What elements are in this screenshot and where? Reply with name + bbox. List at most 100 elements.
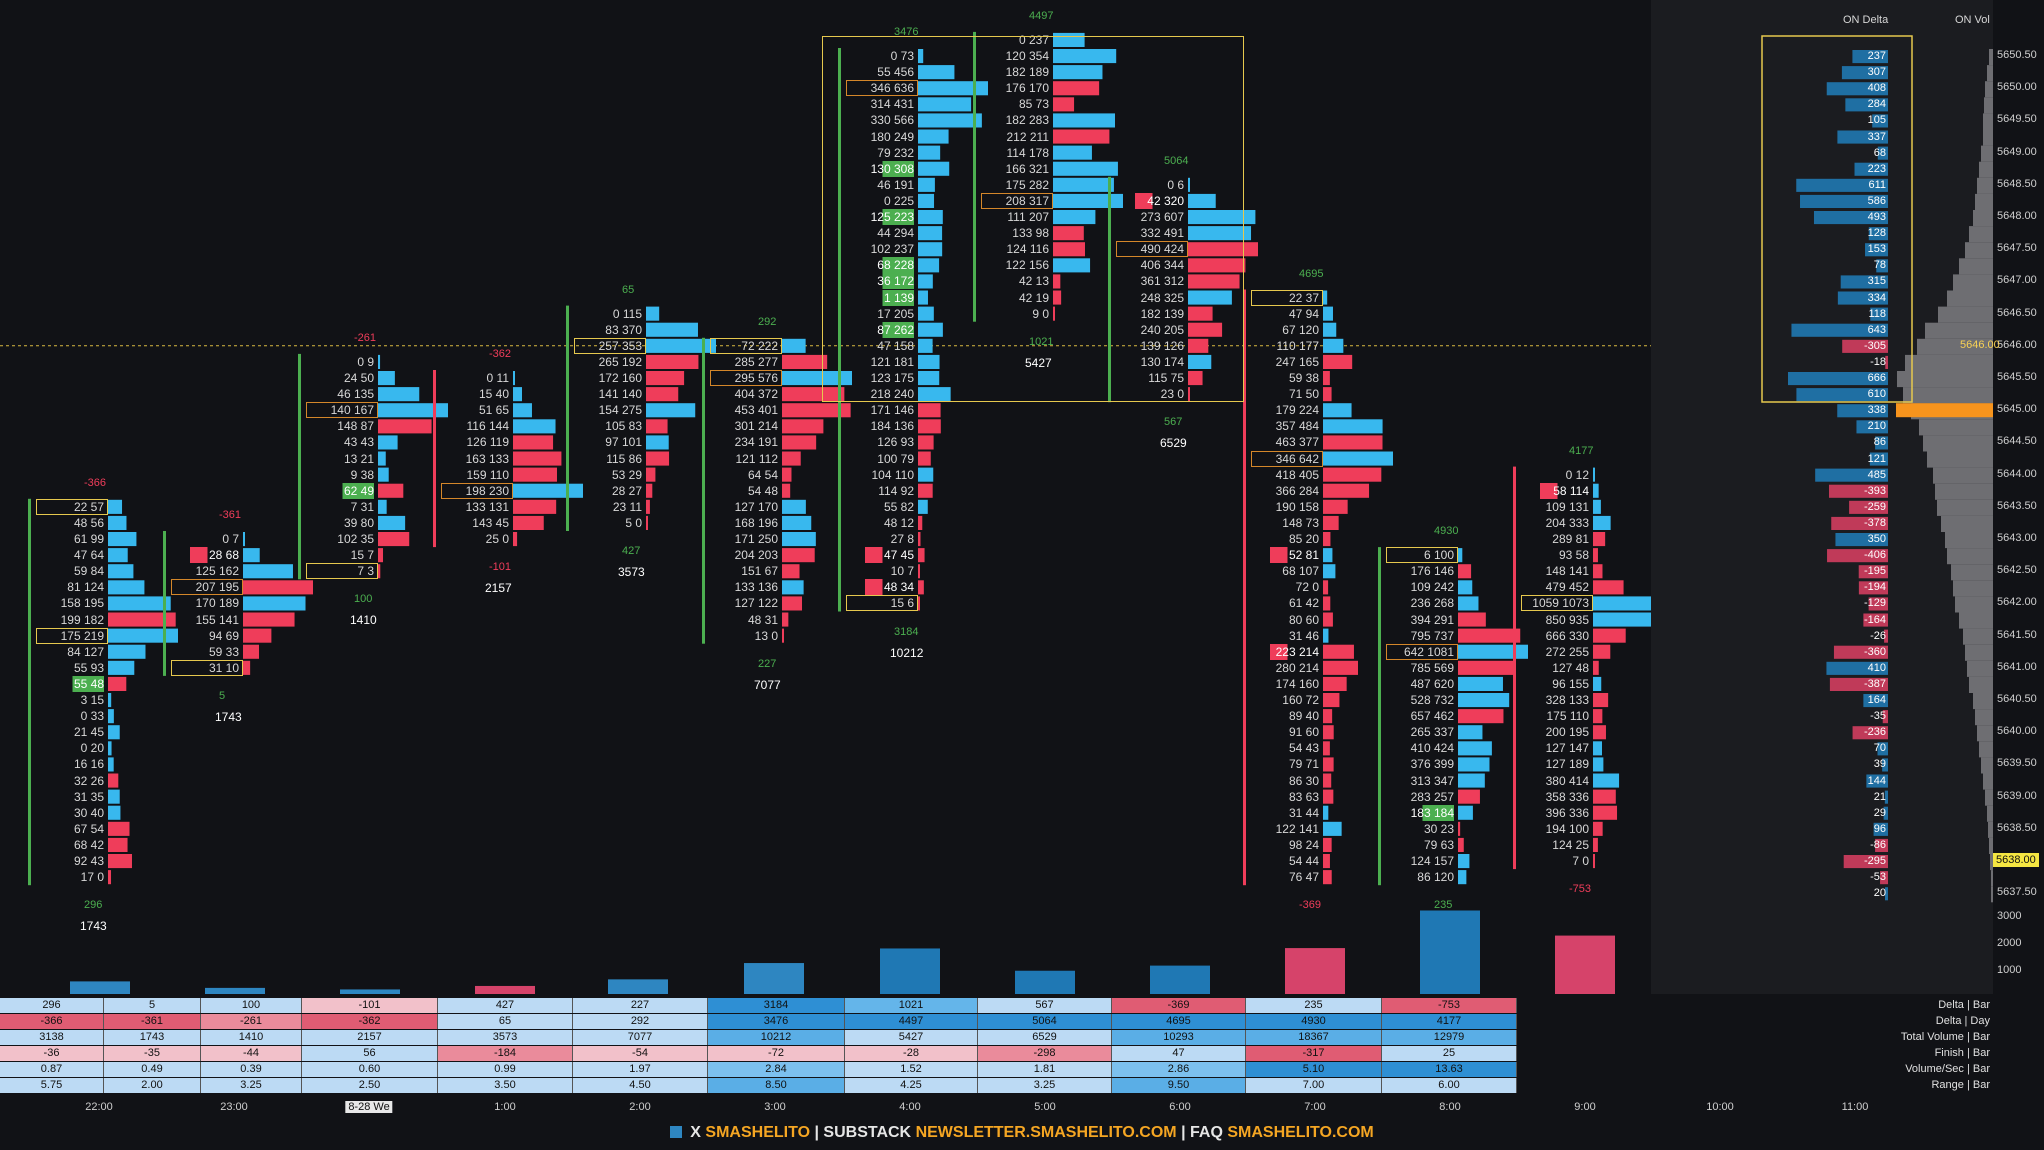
volume-profile-bar xyxy=(646,306,660,321)
on-delta-value: 666 xyxy=(1867,372,1886,384)
footprint-row: 248 325 xyxy=(1140,290,1184,305)
footprint-row: 0 6 xyxy=(1167,177,1184,192)
volume-profile-bar xyxy=(782,499,806,514)
footprint-row: 179 224 xyxy=(1275,403,1319,418)
volume-profile-bar xyxy=(918,467,934,482)
footprint-row: 17 0 xyxy=(80,870,104,885)
imbalance-box xyxy=(1521,595,1593,612)
footprint-row: 93 58 xyxy=(1558,548,1589,563)
footprint-row: 0 225 xyxy=(883,193,914,208)
stats-cell: 235 xyxy=(1246,998,1382,1013)
on-volume-bar xyxy=(1973,693,1993,710)
stats-cell: 56 xyxy=(302,1046,438,1061)
stats-cell: 25 xyxy=(1382,1046,1517,1061)
promo-footer: X SMASHELITO | SUBSTACK NEWSLETTER.SMASH… xyxy=(0,1120,2044,1150)
footprint-row: 23 11 xyxy=(612,499,642,514)
price-axis[interactable]: 5650.50 5650.00 5649.50 5649.00 5648.50 5648.… xyxy=(1960,0,2044,1020)
on-volume-bar xyxy=(1988,821,1993,838)
stats-row: -36 -35 -44 56 -184 -54 -72 -28 -298 47 -317 25 Fini… xyxy=(0,1046,2044,1061)
stats-cell: 3138 xyxy=(0,1030,104,1045)
volume-profile-bar xyxy=(1053,81,1100,96)
volume-profile-bar xyxy=(243,612,295,627)
footprint-row: 86 30 xyxy=(1288,773,1319,788)
volume-profile-bar xyxy=(1458,676,1503,691)
footprint-row: 194 100 xyxy=(1545,821,1589,836)
footprint-row: 0 12 xyxy=(1565,467,1589,482)
footprint-row: 22 37 xyxy=(1288,290,1319,305)
footprint-row: 366 284 xyxy=(1275,483,1319,498)
volume-profile-bar xyxy=(243,580,313,595)
volume-profile-bar xyxy=(1593,532,1606,547)
volume-profile-bar xyxy=(1323,709,1333,724)
footprint-row: 154 275 xyxy=(598,403,642,418)
faq-link[interactable]: SMASHELITO.COM xyxy=(1227,1124,1374,1141)
footprint-row: 0 33 xyxy=(80,709,104,724)
time-axis[interactable]: 22:00 23:00 8-28 We 1:00 2:00 3:00 4:00 5:00 6:0… xyxy=(0,1098,2044,1118)
footprint-row: 81 124 xyxy=(67,580,104,595)
stats-row-label: Delta | Bar xyxy=(1938,999,1990,1011)
volume-profile-bar xyxy=(513,387,522,402)
on-delta-bar xyxy=(1841,66,1888,80)
footprint-row: 16 16 xyxy=(73,757,104,772)
on-delta-bar xyxy=(1869,452,1888,466)
volume-profile-bar xyxy=(1323,725,1334,740)
bar-volume-column xyxy=(1555,935,1615,996)
bar-delta-bottom: 427 xyxy=(622,545,641,557)
footprint-row: 528 732 xyxy=(1410,693,1454,707)
volume-profile-bar xyxy=(1458,709,1504,724)
on-volume-bar xyxy=(1935,483,1993,500)
volume-profile-bar xyxy=(108,709,114,724)
volume-profile-bar xyxy=(646,338,716,353)
footprint-row: 176 170 xyxy=(1005,81,1049,96)
volume-profile-bar xyxy=(1593,660,1599,675)
bar-delta-bottom: -753 xyxy=(1569,883,1592,896)
on-volume-bar xyxy=(1965,644,1993,661)
footprint-row: 463 377 xyxy=(1275,435,1319,450)
volume-profile-bar xyxy=(1593,499,1601,514)
footprint-row: 396 336 xyxy=(1545,805,1589,820)
volume-profile-bar xyxy=(378,387,420,402)
on-volume-bar xyxy=(1937,499,1993,516)
on-volume-bar xyxy=(1947,548,1993,565)
volume-profile-bar xyxy=(918,81,988,96)
volume-profile-bar xyxy=(918,193,935,208)
volume-profile-bar xyxy=(108,870,112,885)
volume-profile-bar xyxy=(1323,837,1332,852)
footprint-row: 111 207 xyxy=(1007,210,1049,224)
stats-cell: 5427 xyxy=(845,1030,978,1045)
footprint-row: 346 642 xyxy=(1275,451,1319,466)
volume-profile-bar xyxy=(918,596,920,611)
volume-profile-bar xyxy=(108,854,132,869)
imbalance-box xyxy=(36,498,108,515)
on-volume-bar xyxy=(1969,676,1993,693)
on-volume-bar xyxy=(1979,161,1993,178)
volume-profile-bar xyxy=(1458,821,1461,836)
footprint-row: 76 47 xyxy=(1288,870,1319,885)
substack-link[interactable]: NEWSLETTER.SMASHELITO.COM xyxy=(915,1124,1177,1141)
volume-profile-bar xyxy=(1458,612,1486,627)
stats-row-label: Range | Bar xyxy=(1931,1079,1990,1091)
x-handle[interactable]: SMASHELITO xyxy=(705,1124,811,1141)
footprint-row: 257 353 xyxy=(598,338,642,353)
bar-total-volume: 2157 xyxy=(485,581,512,596)
volume-profile-bar xyxy=(1593,564,1603,579)
volume-profile-bar xyxy=(108,837,128,852)
on-delta-value: 96 xyxy=(1873,822,1886,835)
footprint-row: 273 607 xyxy=(1140,210,1184,224)
on-delta-value: 350 xyxy=(1867,533,1886,545)
volume-profile-bar xyxy=(1188,177,1190,192)
stats-cell: 7077 xyxy=(573,1030,708,1045)
volume-profile-bar xyxy=(782,467,792,482)
footprint-row: 24 50 xyxy=(343,371,374,385)
footprint-chart[interactable]: 22 57 48 56 61 99 47 64 59 84 81 124 158 195 19… xyxy=(0,0,1663,996)
footprint-row: 139 126 xyxy=(1140,338,1184,353)
on-delta-bar xyxy=(1882,710,1888,724)
volume-profile-bar xyxy=(378,467,389,482)
on-volume-bar xyxy=(1953,274,1993,291)
stats-cell: -101 xyxy=(302,998,438,1013)
stats-cell: 4.25 xyxy=(845,1078,978,1093)
bar-candle-strip xyxy=(566,305,569,531)
time-tick-label[interactable]: 8-28 We xyxy=(345,1101,393,1113)
volume-profile-bar xyxy=(1593,483,1599,498)
on-delta-header: ON Delta xyxy=(1843,14,1889,26)
